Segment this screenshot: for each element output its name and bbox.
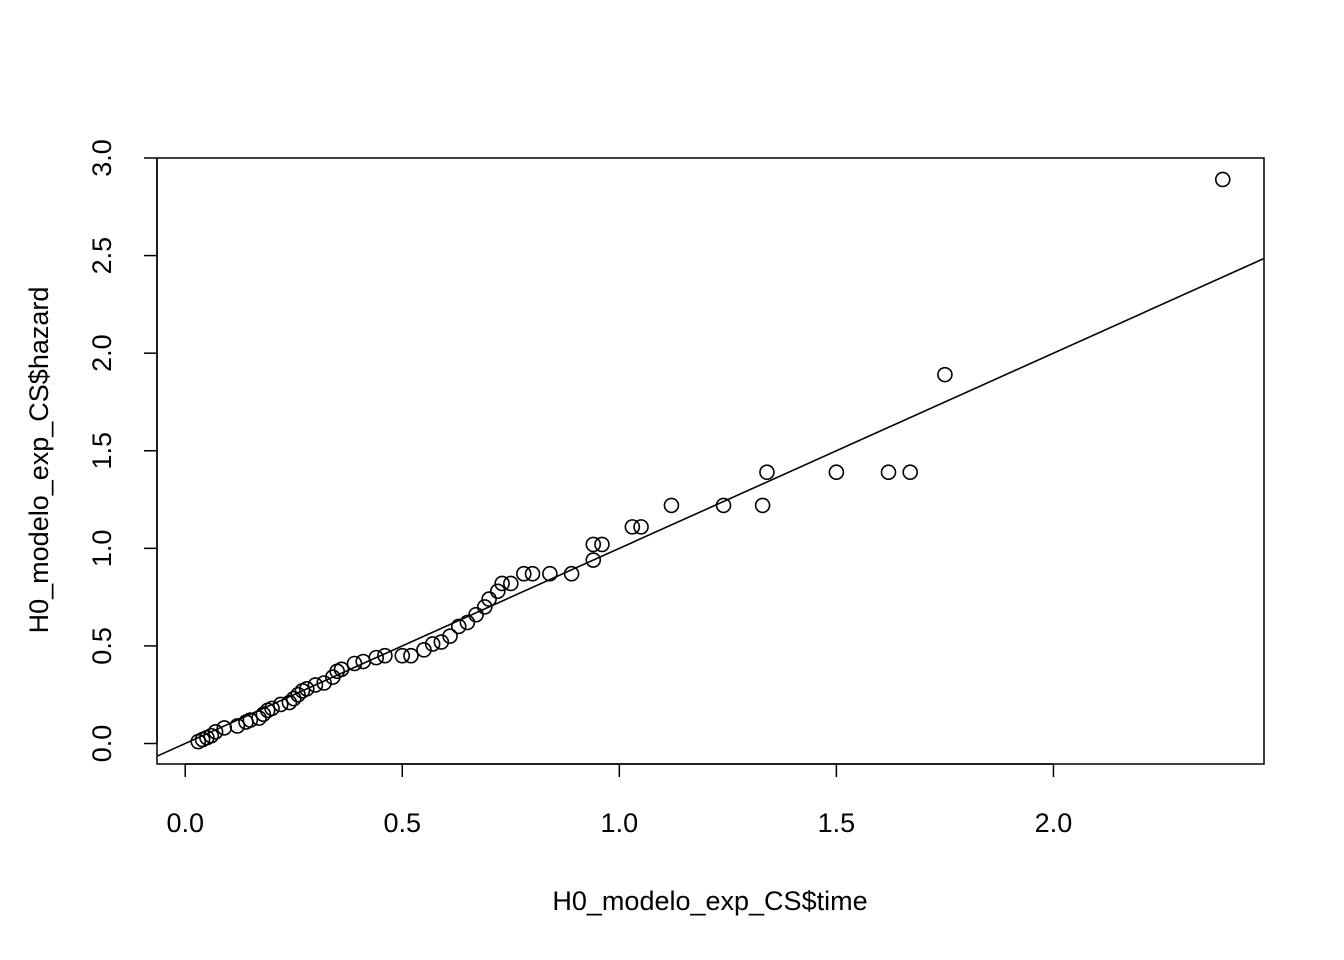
data-point <box>333 661 350 678</box>
data-point <box>281 694 298 711</box>
data-point <box>450 618 467 635</box>
data-point <box>880 464 897 481</box>
data-point <box>368 649 385 666</box>
data-point <box>494 575 510 592</box>
data-point <box>416 642 432 658</box>
data-point <box>715 497 732 514</box>
y-tick-label: 1.0 <box>87 530 117 568</box>
data-point <box>633 519 649 535</box>
x-axis: 0.0 0.5 1.0 1.5 2.0 <box>166 763 1073 838</box>
data-point <box>255 706 272 723</box>
data-point <box>377 647 393 664</box>
data-point <box>251 710 267 726</box>
data-point <box>229 718 246 734</box>
data-point <box>424 636 441 652</box>
data-point <box>207 723 224 740</box>
data-point <box>594 536 610 553</box>
x-tick-label: 0.0 <box>166 808 204 838</box>
data-point <box>563 565 580 582</box>
y-axis-label: H0_modelo_exp_CS$hazard <box>24 287 54 634</box>
data-point <box>290 686 306 703</box>
x-axis-label: H0_modelo_exp_CS$time <box>552 886 867 916</box>
data-point <box>242 712 259 728</box>
plot-frame <box>156 157 1265 765</box>
data-point <box>624 519 641 535</box>
data-point <box>524 565 541 582</box>
y-tick-label: 3.0 <box>87 139 117 177</box>
data-point <box>489 583 506 600</box>
data-point <box>663 497 680 514</box>
data-point <box>503 575 519 592</box>
data-point <box>272 696 289 713</box>
y-tick-label: 0.5 <box>87 627 117 665</box>
data-point <box>828 464 845 481</box>
data-point <box>516 565 532 582</box>
data-point <box>264 700 280 717</box>
data-point <box>937 366 953 383</box>
data-point <box>481 591 497 607</box>
data-point <box>585 536 602 553</box>
y-tick-label: 1.5 <box>87 432 117 470</box>
data-point <box>459 614 476 631</box>
y-tick-label: 2.0 <box>87 334 117 372</box>
x-tick-label: 1.5 <box>818 808 856 838</box>
data-point <box>394 647 411 664</box>
y-axis: 0.0 0.5 1.0 1.5 2.0 2.5 3.0 <box>87 139 158 763</box>
y-tick-label: 0.0 <box>87 725 117 763</box>
y-tick-label: 2.5 <box>87 237 117 275</box>
data-point <box>346 655 363 672</box>
data-point <box>476 599 493 615</box>
data-point <box>754 497 771 514</box>
data-point <box>468 606 484 623</box>
x-tick-label: 0.5 <box>384 808 422 838</box>
data-point <box>542 565 558 582</box>
reference-line <box>156 257 1265 757</box>
x-tick-label: 1.0 <box>601 808 639 838</box>
x-tick-label: 2.0 <box>1035 808 1073 838</box>
data-point <box>403 647 419 664</box>
data-point <box>316 675 332 691</box>
data-point <box>307 677 324 693</box>
data-point <box>585 552 602 568</box>
data-point <box>203 727 220 744</box>
data-point <box>759 464 775 481</box>
data-point <box>433 634 450 650</box>
points-layer <box>190 171 1231 750</box>
data-point <box>1214 171 1231 188</box>
data-point <box>902 464 918 481</box>
reference-line-layer <box>156 257 1265 757</box>
data-point <box>298 681 315 697</box>
data-point <box>442 628 458 644</box>
data-point <box>285 690 302 707</box>
